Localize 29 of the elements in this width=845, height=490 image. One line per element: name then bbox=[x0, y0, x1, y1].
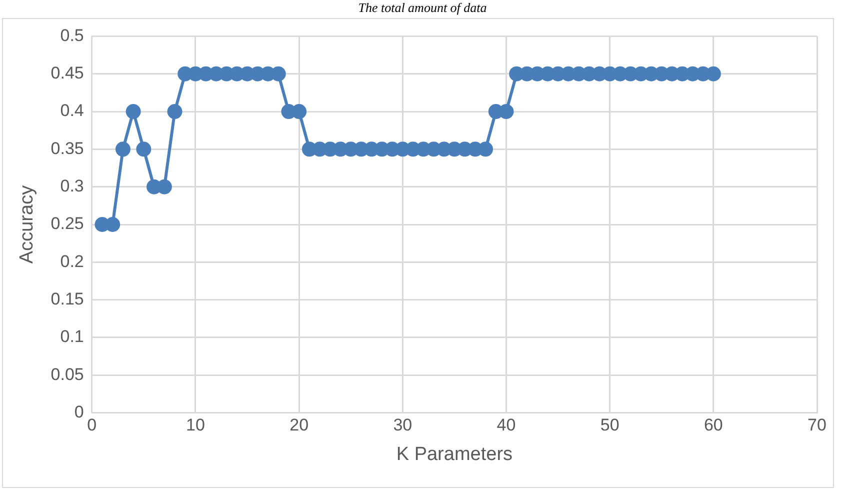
point bbox=[136, 142, 152, 157]
y-tick-label: 0.45 bbox=[50, 64, 84, 83]
x-tick-label: 40 bbox=[496, 416, 516, 435]
x-tick-label: 0 bbox=[87, 416, 97, 435]
x-tick-label: 10 bbox=[186, 416, 205, 435]
y-tick-label: 0.1 bbox=[60, 327, 84, 346]
x-tick-label: 30 bbox=[393, 416, 412, 435]
y-tick-label: 0.25 bbox=[50, 214, 84, 234]
chart-title: The total amount of data bbox=[357, 0, 488, 16]
point bbox=[105, 217, 120, 232]
point bbox=[292, 104, 307, 120]
y-tick-label: 0.4 bbox=[60, 101, 84, 120]
y-tick-label: 0 bbox=[74, 402, 84, 422]
y-axis-title: Accuracy bbox=[16, 184, 38, 264]
y-tick-label: 0.2 bbox=[60, 252, 84, 271]
point bbox=[167, 104, 182, 120]
x-axis-title: K Parameters bbox=[396, 444, 513, 465]
y-tick-label: 0.3 bbox=[60, 176, 84, 196]
x-tick-label: 70 bbox=[808, 416, 826, 435]
y-tick-label: 0.05 bbox=[50, 364, 84, 384]
x-tick-label: 50 bbox=[600, 416, 620, 435]
y-tick-label: 0.5 bbox=[60, 26, 84, 45]
x-tick-label: 20 bbox=[290, 416, 309, 435]
point bbox=[126, 104, 141, 120]
point bbox=[115, 142, 130, 157]
point bbox=[478, 142, 494, 157]
y-tick-label: 0.15 bbox=[50, 290, 84, 309]
y-tick-label: 0.35 bbox=[50, 138, 84, 158]
x-tick-label: 60 bbox=[704, 416, 723, 435]
